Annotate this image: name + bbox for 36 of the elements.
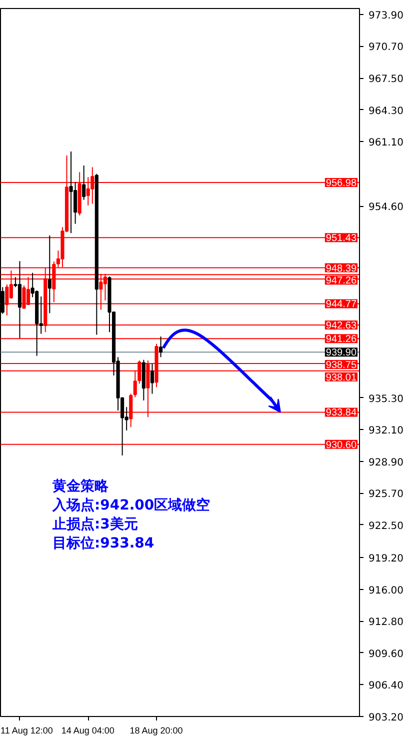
y-tick-label: 909.60 <box>368 648 404 660</box>
y-tick-label: 970.70 <box>368 42 404 54</box>
y-tick-label: 906.40 <box>368 680 404 692</box>
y-tick-label: 919.20 <box>368 554 404 565</box>
y-tick-label: 932.10 <box>368 426 404 437</box>
ref-line-label: 930.60 <box>326 440 357 451</box>
x-tick-label: 18 Aug 20:00 <box>130 726 183 736</box>
y-tick-label: 935.30 <box>368 394 404 405</box>
annotation: 止损点:3美元 <box>52 516 138 532</box>
annotation: 入场点:942.00区域做空 <box>52 496 210 514</box>
y-tick-label: 928.90 <box>368 457 404 468</box>
ref-line-label: 948.39 <box>326 263 357 274</box>
y-tick-label: 964.30 <box>368 106 404 117</box>
y-tick-label: 922.50 <box>368 520 404 532</box>
y-tick-label: 973.90 <box>368 10 404 22</box>
ref-line-label: 947.26 <box>326 276 357 287</box>
y-tick-label: 916.00 <box>368 585 404 596</box>
ref-line-label: 939.90 <box>326 348 357 359</box>
ref-line-label: 942.63 <box>326 320 357 332</box>
y-tick-label: 961.10 <box>368 138 404 149</box>
y-tick-label: 925.70 <box>368 489 404 500</box>
ref-line-label: 944.77 <box>326 299 357 310</box>
annotation: 目标位:933.84 <box>52 536 154 552</box>
x-tick-label: 11 Aug 12:00 <box>0 726 53 736</box>
ref-line-label: 938.75 <box>326 360 357 371</box>
y-tick-label: 967.50 <box>368 74 404 86</box>
ref-line-label: 941.26 <box>326 334 357 346</box>
annotation: 黄金策略 <box>52 478 110 494</box>
y-tick-label: 954.60 <box>368 202 404 214</box>
ref-line-label: 956.98 <box>326 178 357 189</box>
ref-line-label: 933.84 <box>326 408 357 419</box>
y-tick-label: 903.20 <box>368 712 404 724</box>
y-tick-label: 912.80 <box>368 617 404 628</box>
ref-line-label: 938.01 <box>326 372 357 384</box>
ref-line-label: 951.43 <box>326 233 357 244</box>
x-tick-label: 14 Aug 04:00 <box>61 726 114 736</box>
